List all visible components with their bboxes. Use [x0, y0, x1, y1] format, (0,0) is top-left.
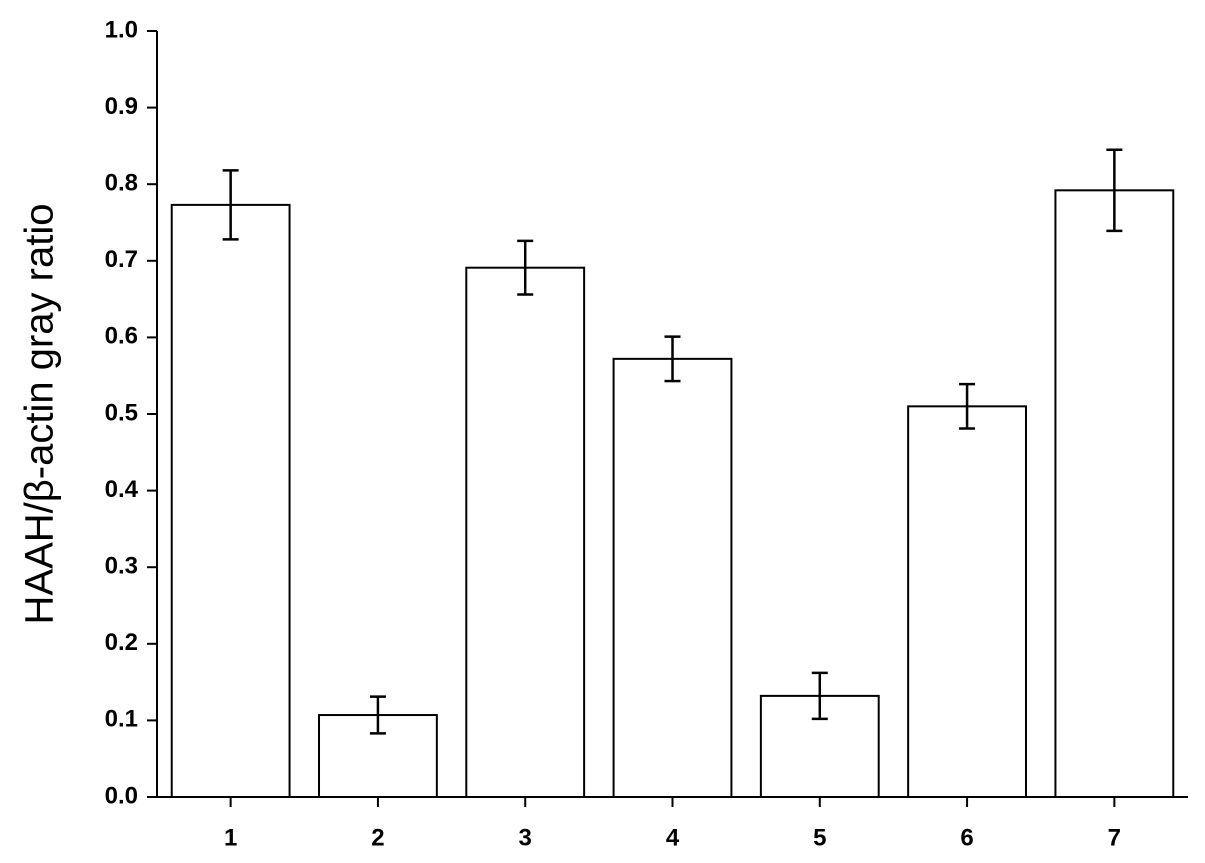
bar [1054, 189, 1175, 798]
x-tick-label: 2 [371, 824, 384, 851]
error-bar [811, 671, 828, 721]
x-tick-label: 6 [960, 824, 973, 851]
error-bar [959, 382, 976, 430]
y-tick-label: 0.3 [105, 553, 138, 580]
error-bar [517, 239, 534, 296]
y-tick-label: 0.2 [105, 629, 138, 656]
y-tick-label: 0.5 [105, 399, 138, 426]
bar [465, 266, 586, 799]
y-tick-label: 0.6 [105, 323, 138, 350]
y-tick-label: 1.0 [105, 16, 138, 43]
error-bar [664, 335, 681, 383]
y-tick-label: 0.9 [105, 93, 138, 120]
bar [907, 405, 1027, 798]
x-tick-label: 7 [1108, 824, 1121, 851]
y-tick-label: 0.4 [105, 476, 139, 503]
bar [170, 203, 291, 798]
y-axis-label: HAAH/β-actin gray ratio [18, 204, 62, 625]
error-bar [369, 695, 386, 735]
x-tick-label: 5 [813, 824, 826, 851]
y-tick-label: 0.0 [105, 782, 138, 809]
error-bar [1106, 148, 1123, 233]
y-tick-label: 0.7 [105, 246, 138, 273]
x-tick-label: 3 [519, 824, 532, 851]
y-tick-label: 0.1 [105, 706, 138, 733]
x-tick-label: 1 [224, 824, 237, 851]
bar [612, 357, 733, 798]
x-tick-label: 4 [666, 824, 680, 851]
y-tick-label: 0.8 [105, 170, 138, 197]
error-bar [222, 169, 239, 241]
